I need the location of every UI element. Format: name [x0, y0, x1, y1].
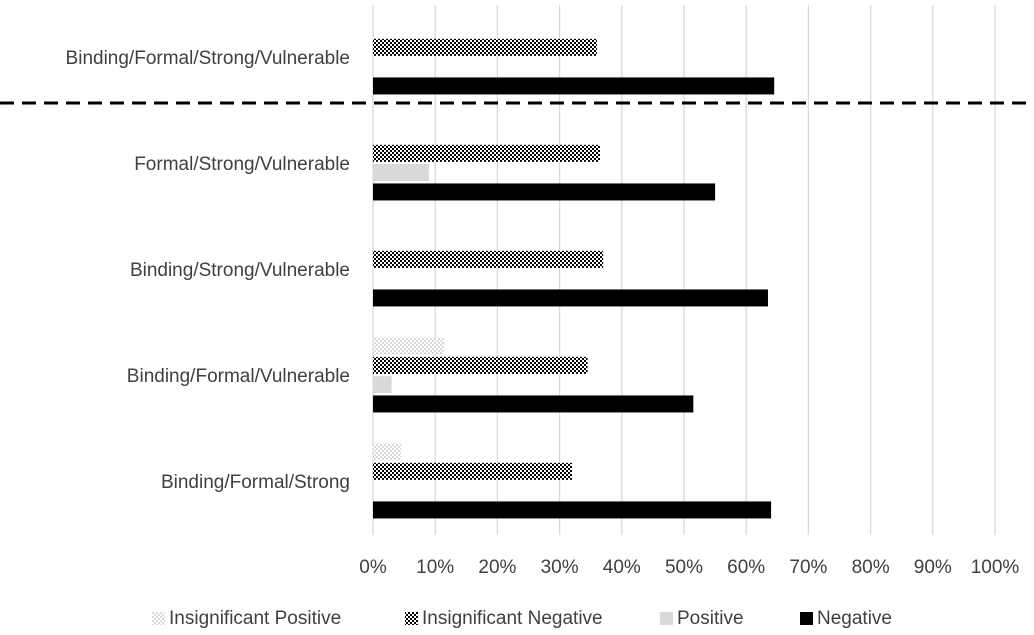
legend-swatch	[800, 612, 813, 625]
legend-swatch	[152, 612, 165, 625]
legend-label: Insignificant Negative	[422, 608, 603, 629]
legend: Insignificant Positive Insignificant Nega…	[152, 608, 892, 629]
bar-positive	[373, 164, 429, 182]
bar-negative	[373, 501, 772, 519]
x-tick-label: 40%	[603, 557, 641, 578]
bar-negative	[373, 289, 768, 307]
legend-label: Negative	[817, 608, 892, 629]
legend-label: Positive	[677, 608, 744, 629]
x-tick-label: 10%	[416, 557, 454, 578]
x-tick-label: 50%	[665, 557, 703, 578]
bar-insignificant-negative	[373, 356, 588, 374]
bar-negative	[373, 395, 694, 413]
x-tick-label: 100%	[971, 557, 1020, 578]
x-tick-label: 20%	[478, 557, 516, 578]
legend-swatch	[660, 612, 673, 625]
bar-insignificant-negative	[373, 38, 597, 56]
x-tick-label: 60%	[727, 557, 765, 578]
bar-negative	[373, 183, 716, 201]
x-tick-labels: 0% 10% 20% 30% 40% 50% 60% 70% 80% 90% 100%	[359, 557, 1019, 578]
legend-label: Insignificant Positive	[169, 608, 341, 629]
x-tick-label: 0%	[359, 557, 387, 578]
bar-insignificant-negative	[373, 144, 601, 162]
x-tick-label: 90%	[914, 557, 952, 578]
legend-swatch	[405, 612, 418, 625]
x-tick-label: 80%	[852, 557, 890, 578]
bar-insignificant-positive	[373, 337, 445, 355]
category-labels: Binding/Formal/Strong/Vulnerable Formal/S…	[66, 48, 350, 493]
bar-negative	[373, 77, 775, 95]
bar-insignificant-positive	[373, 443, 401, 461]
category-label: Formal/Strong/Vulnerable	[134, 154, 350, 175]
category-label: Binding/Strong/Vulnerable	[130, 260, 350, 281]
bars	[373, 38, 775, 519]
x-tick-label: 70%	[789, 557, 827, 578]
category-label: Binding/Formal/Strong	[161, 472, 350, 493]
category-label: Binding/Formal/Strong/Vulnerable	[66, 48, 350, 69]
bar-insignificant-negative	[373, 250, 604, 268]
category-label: Binding/Formal/Vulnerable	[127, 366, 350, 387]
bar-insignificant-negative	[373, 462, 573, 480]
x-tick-label: 30%	[541, 557, 579, 578]
bar-positive	[373, 376, 392, 394]
